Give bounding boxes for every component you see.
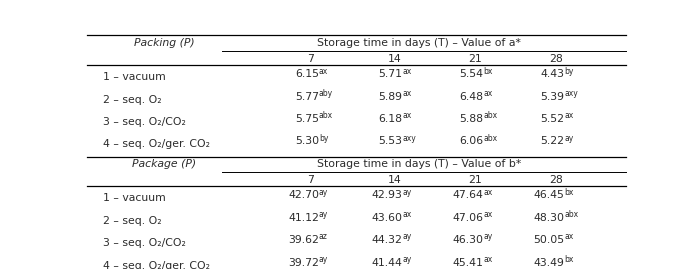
Text: ax: ax bbox=[564, 111, 574, 120]
Text: 1 – vacuum: 1 – vacuum bbox=[103, 72, 166, 82]
Text: 14: 14 bbox=[388, 54, 402, 64]
Text: Packing (P): Packing (P) bbox=[134, 38, 194, 48]
Text: 42.70: 42.70 bbox=[288, 190, 319, 200]
Text: Storage time in days (T) – Value of a*: Storage time in days (T) – Value of a* bbox=[317, 38, 521, 48]
Text: 2 – seq. O₂: 2 – seq. O₂ bbox=[103, 216, 161, 226]
Text: 5.39: 5.39 bbox=[540, 92, 564, 102]
Text: 7: 7 bbox=[308, 175, 315, 185]
Text: ay: ay bbox=[484, 232, 493, 242]
Text: 39.62: 39.62 bbox=[288, 235, 319, 245]
Text: abx: abx bbox=[484, 134, 498, 143]
Text: 45.41: 45.41 bbox=[452, 258, 484, 268]
Text: 47.06: 47.06 bbox=[452, 213, 484, 223]
Text: 3 – seq. O₂/CO₂: 3 – seq. O₂/CO₂ bbox=[103, 238, 186, 248]
Text: 5.54: 5.54 bbox=[459, 69, 484, 79]
Text: Storage time in days (T) – Value of b*: Storage time in days (T) – Value of b* bbox=[317, 159, 521, 169]
Text: 28: 28 bbox=[549, 175, 563, 185]
Text: 4 – seq. O₂/ger. CO₂: 4 – seq. O₂/ger. CO₂ bbox=[103, 261, 210, 269]
Text: 46.30: 46.30 bbox=[452, 235, 484, 245]
Text: ax: ax bbox=[484, 188, 493, 197]
Text: 44.32: 44.32 bbox=[372, 235, 402, 245]
Text: aby: aby bbox=[319, 89, 333, 98]
Text: 1 – vacuum: 1 – vacuum bbox=[103, 193, 166, 203]
Text: 43.49: 43.49 bbox=[534, 258, 564, 268]
Text: by: by bbox=[564, 67, 574, 76]
Text: bx: bx bbox=[484, 67, 493, 76]
Text: 28: 28 bbox=[549, 54, 563, 64]
Text: ax: ax bbox=[564, 232, 574, 242]
Text: 39.72: 39.72 bbox=[288, 258, 319, 268]
Text: axy: axy bbox=[564, 89, 578, 98]
Text: 5.71: 5.71 bbox=[379, 69, 402, 79]
Text: ay: ay bbox=[402, 232, 412, 242]
Text: ax: ax bbox=[484, 210, 493, 219]
Text: ax: ax bbox=[402, 210, 412, 219]
Text: ay: ay bbox=[564, 134, 574, 143]
Text: ax: ax bbox=[402, 111, 412, 120]
Text: abx: abx bbox=[564, 210, 578, 219]
Text: 5.77: 5.77 bbox=[295, 92, 319, 102]
Text: 5.52: 5.52 bbox=[540, 114, 564, 124]
Text: bx: bx bbox=[564, 188, 574, 197]
Text: ay: ay bbox=[319, 210, 329, 219]
Text: 6.18: 6.18 bbox=[379, 114, 402, 124]
Text: 41.44: 41.44 bbox=[372, 258, 402, 268]
Text: ay: ay bbox=[319, 188, 329, 197]
Text: 5.88: 5.88 bbox=[459, 114, 484, 124]
Text: axy: axy bbox=[402, 134, 416, 143]
Text: ay: ay bbox=[402, 255, 412, 264]
Text: 42.93: 42.93 bbox=[372, 190, 402, 200]
Text: 48.30: 48.30 bbox=[533, 213, 564, 223]
Text: ax: ax bbox=[319, 67, 329, 76]
Text: ax: ax bbox=[402, 89, 412, 98]
Text: abx: abx bbox=[484, 111, 498, 120]
Text: 5.22: 5.22 bbox=[540, 136, 564, 146]
Text: by: by bbox=[319, 134, 329, 143]
Text: ay: ay bbox=[319, 255, 329, 264]
Text: 6.48: 6.48 bbox=[459, 92, 484, 102]
Text: ay: ay bbox=[402, 188, 412, 197]
Text: 7: 7 bbox=[308, 54, 315, 64]
Text: ax: ax bbox=[402, 67, 412, 76]
Text: 5.53: 5.53 bbox=[379, 136, 402, 146]
Text: 3 – seq. O₂/CO₂: 3 – seq. O₂/CO₂ bbox=[103, 117, 186, 127]
Text: 6.06: 6.06 bbox=[459, 136, 484, 146]
Text: ax: ax bbox=[484, 255, 493, 264]
Text: 50.05: 50.05 bbox=[533, 235, 564, 245]
Text: az: az bbox=[319, 232, 328, 242]
Text: 5.89: 5.89 bbox=[379, 92, 402, 102]
Text: ax: ax bbox=[484, 89, 493, 98]
Text: 5.75: 5.75 bbox=[295, 114, 319, 124]
Text: 4.43: 4.43 bbox=[540, 69, 564, 79]
Text: bx: bx bbox=[564, 255, 574, 264]
Text: 46.45: 46.45 bbox=[534, 190, 564, 200]
Text: abx: abx bbox=[319, 111, 333, 120]
Text: 5.30: 5.30 bbox=[295, 136, 319, 146]
Text: Package (P): Package (P) bbox=[132, 159, 196, 169]
Text: 6.15: 6.15 bbox=[295, 69, 319, 79]
Text: 2 – seq. O₂: 2 – seq. O₂ bbox=[103, 95, 161, 105]
Text: 14: 14 bbox=[388, 175, 402, 185]
Text: 21: 21 bbox=[468, 54, 482, 64]
Text: 21: 21 bbox=[468, 175, 482, 185]
Text: 43.60: 43.60 bbox=[372, 213, 402, 223]
Text: 47.64: 47.64 bbox=[452, 190, 484, 200]
Text: 41.12: 41.12 bbox=[288, 213, 319, 223]
Text: 4 – seq. O₂/ger. CO₂: 4 – seq. O₂/ger. CO₂ bbox=[103, 139, 210, 149]
